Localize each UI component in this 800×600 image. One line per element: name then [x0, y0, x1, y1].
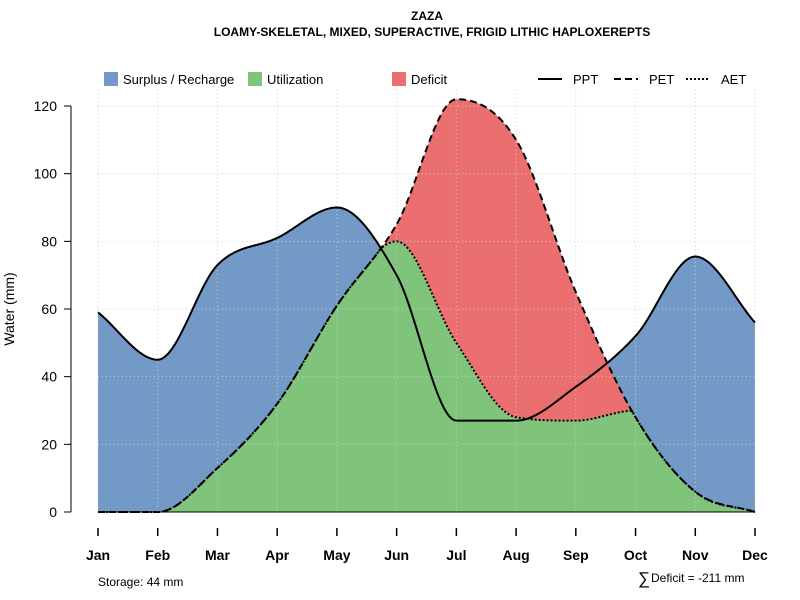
legend-label-ppt: PPT [573, 72, 598, 87]
legend-label-surplus-recharge: Surplus / Recharge [123, 72, 234, 87]
legend-swatch-utilization [248, 72, 262, 86]
aet-line [98, 240, 756, 513]
chart-title: ZAZA [411, 9, 443, 23]
x-tick-label: Feb [145, 547, 170, 563]
ppt-line [97, 206, 756, 422]
plot-area: 0 20 40 60 80 100 120 Jan Feb Mar Apr May Jun Jul Aug S… [34, 90, 768, 563]
x-tick-label: Oct [624, 547, 648, 563]
x-tick-label: Jun [384, 547, 409, 563]
y-tick-label: 100 [34, 166, 58, 182]
y-axis-label: Water (mm) [1, 272, 17, 345]
y-tick-label: 20 [41, 436, 57, 452]
y-tick-label: 80 [41, 233, 57, 249]
x-tick-label: Apr [265, 547, 290, 563]
x-tick-label: Aug [502, 547, 529, 563]
legend-swatch-deficit [392, 72, 406, 86]
storage-annotation: Storage: 44 mm [98, 575, 183, 589]
y-tick-label: 120 [34, 98, 58, 114]
x-tick-label: May [323, 547, 350, 563]
x-tick-label: Mar [205, 547, 230, 563]
legend-label-deficit: Deficit [411, 72, 448, 87]
sum-icon: ∑ [638, 569, 650, 588]
legend-label-aet: AET [721, 72, 746, 87]
y-tick-label: 60 [41, 301, 57, 317]
legend: Surplus / Recharge Utilization Deficit PPT P… [104, 72, 746, 87]
legend-swatch-surplus-recharge [104, 72, 118, 86]
chart-subtitle: LOAMY-SKELETAL, MIXED, SUPERACTIVE, FRIG… [214, 25, 650, 39]
deficit-area [98, 99, 755, 512]
x-tick-label: Dec [742, 547, 768, 563]
legend-label-pet: PET [649, 72, 674, 87]
x-tick-label: Jul [446, 547, 466, 563]
deficit-annotation: Deficit = -211 mm [651, 571, 744, 585]
x-tick-label: Nov [682, 547, 709, 563]
y-tick-label: 40 [41, 369, 57, 385]
x-tick-label: Sep [563, 547, 589, 563]
x-tick-label: Jan [86, 547, 110, 563]
y-tick-label: 0 [49, 504, 57, 520]
legend-label-utilization: Utilization [267, 72, 323, 87]
